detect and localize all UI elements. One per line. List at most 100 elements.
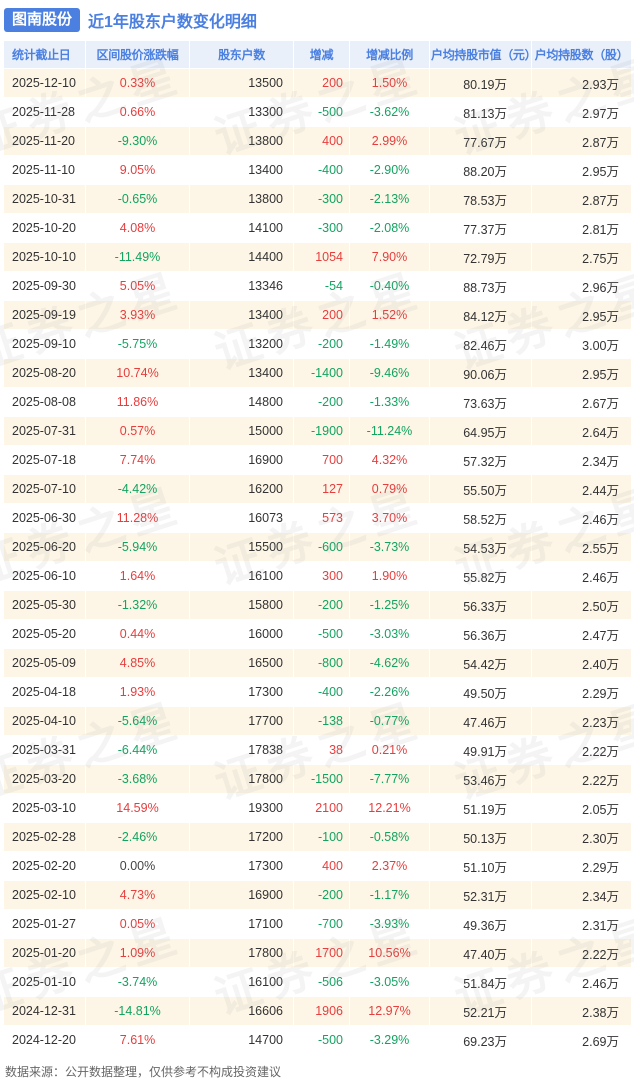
table-row: 2025-06-20 -5.94% 15500 -600 -3.73% 54.53万 2.5… (3, 532, 632, 562)
table-row: 2025-11-28 0.66% 13300 -500 -3.62% 81.13万 2.97… (3, 97, 632, 127)
cell-holders-count: 16000 (189, 619, 294, 649)
cell-holders-delta: 2100 (293, 793, 350, 823)
cell-holders-count: 13800 (189, 184, 294, 214)
cell-date: 2025-07-31 (3, 416, 86, 446)
column-header-avg-shares: 户均持股数（股） (531, 40, 632, 69)
cell-holders-count: 17800 (189, 938, 294, 968)
table-row: 2025-04-10 -5.64% 17700 -138 -0.77% 47.46万 2.2… (3, 706, 632, 736)
cell-avg-market-value: 55.82万 (429, 561, 532, 591)
table-row: 2025-10-10 -11.49% 14400 1054 7.90% 72.79万 2.7… (3, 242, 632, 272)
table-row: 2025-02-20 0.00% 17300 400 2.37% 51.10万 2.29万 (3, 851, 632, 881)
column-header-price-change: 区间股价涨跌幅 (85, 40, 190, 69)
cell-holders-delta: -500 (293, 1025, 350, 1055)
cell-date: 2025-11-20 (3, 126, 86, 156)
cell-avg-market-value: 77.67万 (429, 126, 532, 156)
cell-holders-count: 13800 (189, 126, 294, 156)
cell-avg-shares: 2.95万 (531, 155, 632, 185)
cell-holders-delta: -138 (293, 706, 350, 736)
cell-avg-market-value: 56.36万 (429, 619, 532, 649)
cell-delta-ratio: -9.46% (349, 358, 430, 388)
cell-holders-delta: 1906 (293, 996, 350, 1026)
cell-date: 2025-03-10 (3, 793, 86, 823)
cell-holders-delta: -500 (293, 97, 350, 127)
cell-holders-delta: 200 (293, 300, 350, 330)
table-header-row: 统计截止日 区间股价涨跌幅 股东户数 增减 增减比例 户均持股市值（元） 户均持股数（股） (3, 40, 632, 69)
cell-delta-ratio: -2.08% (349, 213, 430, 243)
cell-price-change: 1.93% (85, 677, 190, 707)
cell-avg-market-value: 78.53万 (429, 184, 532, 214)
cell-avg-market-value: 54.53万 (429, 532, 532, 562)
cell-holders-count: 15500 (189, 532, 294, 562)
cell-avg-shares: 2.93万 (531, 68, 632, 98)
cell-price-change: 0.44% (85, 619, 190, 649)
cell-holders-count: 15800 (189, 590, 294, 620)
cell-holders-delta: 1054 (293, 242, 350, 272)
cell-date: 2025-08-20 (3, 358, 86, 388)
cell-avg-market-value: 88.20万 (429, 155, 532, 185)
cell-delta-ratio: -2.26% (349, 677, 430, 707)
cell-price-change: -3.68% (85, 764, 190, 794)
cell-delta-ratio: 0.21% (349, 735, 430, 765)
cell-holders-delta: -400 (293, 155, 350, 185)
table-row: 2025-10-20 4.08% 14100 -300 -2.08% 77.37万 2.81… (3, 213, 632, 243)
cell-date: 2024-12-31 (3, 996, 86, 1026)
cell-price-change: -14.81% (85, 996, 190, 1026)
cell-price-change: -6.44% (85, 735, 190, 765)
cell-avg-shares: 2.46万 (531, 503, 632, 533)
cell-delta-ratio: 12.97% (349, 996, 430, 1026)
cell-avg-market-value: 52.21万 (429, 996, 532, 1026)
cell-date: 2025-02-20 (3, 851, 86, 881)
cell-avg-market-value: 49.36万 (429, 909, 532, 939)
cell-price-change: 1.09% (85, 938, 190, 968)
cell-date: 2025-11-10 (3, 155, 86, 185)
cell-holders-count: 13200 (189, 329, 294, 359)
cell-price-change: -5.94% (85, 532, 190, 562)
cell-avg-shares: 2.55万 (531, 532, 632, 562)
cell-date: 2025-05-09 (3, 648, 86, 678)
shareholder-table: 统计截止日 区间股价涨跌幅 股东户数 增减 增减比例 户均持股市值（元） 户均持股数（股） … (3, 40, 632, 1055)
cell-date: 2024-12-20 (3, 1025, 86, 1055)
cell-date: 2025-07-10 (3, 474, 86, 504)
cell-holders-count: 15000 (189, 416, 294, 446)
cell-price-change: 0.66% (85, 97, 190, 127)
cell-avg-market-value: 58.52万 (429, 503, 532, 533)
table-row: 2024-12-31 -14.81% 16606 1906 12.97% 52.21万 2.… (3, 996, 632, 1026)
cell-date: 2025-03-31 (3, 735, 86, 765)
cell-price-change: 4.73% (85, 880, 190, 910)
column-header-holders-delta: 增减 (293, 40, 350, 69)
cell-holders-delta: 200 (293, 68, 350, 98)
cell-date: 2025-09-19 (3, 300, 86, 330)
cell-holders-delta: 127 (293, 474, 350, 504)
cell-delta-ratio: -3.03% (349, 619, 430, 649)
cell-price-change: -1.32% (85, 590, 190, 620)
cell-holders-delta: 1700 (293, 938, 350, 968)
cell-holders-delta: 400 (293, 126, 350, 156)
cell-holders-count: 16500 (189, 648, 294, 678)
cell-holders-count: 13400 (189, 300, 294, 330)
cell-delta-ratio: 0.79% (349, 474, 430, 504)
cell-delta-ratio: 1.50% (349, 68, 430, 98)
cell-avg-shares: 2.38万 (531, 996, 632, 1026)
cell-holders-delta: -300 (293, 184, 350, 214)
cell-holders-delta: -200 (293, 880, 350, 910)
cell-holders-count: 16900 (189, 880, 294, 910)
cell-delta-ratio: -1.17% (349, 880, 430, 910)
cell-avg-shares: 2.44万 (531, 474, 632, 504)
cell-price-change: 0.33% (85, 68, 190, 98)
cell-avg-shares: 2.34万 (531, 445, 632, 475)
cell-delta-ratio: -3.73% (349, 532, 430, 562)
cell-delta-ratio: -4.62% (349, 648, 430, 678)
cell-holders-delta: -500 (293, 619, 350, 649)
cell-avg-shares: 2.95万 (531, 358, 632, 388)
cell-avg-shares: 2.75万 (531, 242, 632, 272)
cell-avg-shares: 2.34万 (531, 880, 632, 910)
cell-avg-shares: 2.05万 (531, 793, 632, 823)
cell-date: 2025-08-08 (3, 387, 86, 417)
cell-avg-market-value: 90.06万 (429, 358, 532, 388)
cell-holders-count: 16100 (189, 967, 294, 997)
table-row: 2025-05-30 -1.32% 15800 -200 -1.25% 56.33万 2.5… (3, 590, 632, 620)
cell-avg-shares: 2.23万 (531, 706, 632, 736)
table-row: 2025-03-20 -3.68% 17800 -1500 -7.77% 53.46万 2.… (3, 764, 632, 794)
table-row: 2025-09-30 5.05% 13346 -54 -0.40% 88.73万 2.96万 (3, 271, 632, 301)
cell-avg-market-value: 53.46万 (429, 764, 532, 794)
